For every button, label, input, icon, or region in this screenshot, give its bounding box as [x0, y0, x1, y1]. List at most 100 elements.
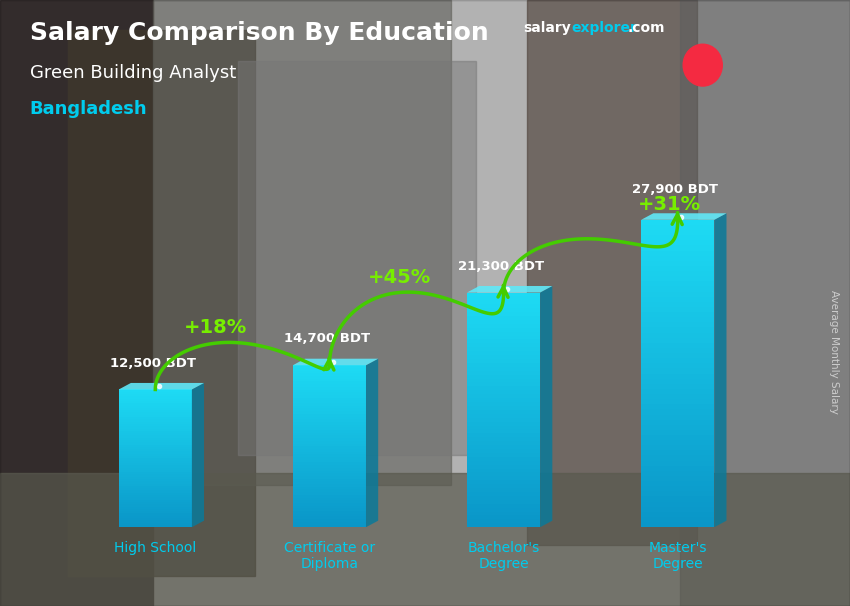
Bar	[293, 441, 366, 444]
Bar	[467, 351, 540, 355]
Text: 21,300 BDT: 21,300 BDT	[458, 260, 544, 273]
Polygon shape	[366, 359, 378, 527]
Bar	[119, 525, 192, 527]
Bar	[119, 509, 192, 511]
Bar	[641, 230, 714, 235]
Bar	[293, 479, 366, 481]
Bar	[119, 413, 192, 415]
Bar	[467, 339, 540, 344]
Bar	[641, 425, 714, 430]
Bar	[641, 507, 714, 512]
Bar	[641, 322, 714, 327]
Text: +31%: +31%	[638, 195, 700, 215]
Polygon shape	[293, 359, 378, 365]
Bar	[119, 504, 192, 507]
Circle shape	[683, 44, 722, 86]
Bar	[293, 462, 366, 465]
Bar	[641, 399, 714, 404]
Bar	[293, 408, 366, 411]
Bar	[119, 502, 192, 504]
Bar	[119, 405, 192, 408]
Bar	[641, 307, 714, 312]
Bar	[119, 422, 192, 424]
Bar	[119, 442, 192, 445]
Bar	[641, 261, 714, 266]
Bar	[467, 336, 540, 339]
Bar	[293, 365, 366, 368]
Bar	[119, 516, 192, 518]
Bar	[641, 430, 714, 435]
Bar	[467, 438, 540, 441]
Bar	[0, 0, 153, 606]
Bar	[238, 61, 476, 455]
Bar	[467, 449, 540, 453]
Bar	[119, 447, 192, 449]
Bar	[641, 302, 714, 307]
Bar	[293, 465, 366, 468]
Text: +45%: +45%	[368, 268, 432, 287]
Bar	[293, 392, 366, 395]
Bar	[641, 312, 714, 317]
Bar	[641, 502, 714, 507]
Bar	[467, 524, 540, 527]
Bar	[467, 359, 540, 363]
Bar	[641, 476, 714, 481]
Bar	[641, 358, 714, 363]
Bar	[467, 296, 540, 301]
Bar	[293, 379, 366, 381]
Bar	[293, 449, 366, 451]
Bar	[119, 518, 192, 521]
Polygon shape	[714, 213, 727, 527]
Bar	[119, 435, 192, 438]
Bar	[119, 449, 192, 451]
Bar	[641, 271, 714, 276]
Bar	[293, 430, 366, 433]
Bar	[641, 415, 714, 419]
Bar	[119, 481, 192, 484]
Bar	[527, 0, 697, 545]
Bar	[641, 327, 714, 333]
Bar	[293, 416, 366, 419]
Bar	[467, 453, 540, 457]
Text: salary: salary	[523, 21, 570, 35]
Bar	[641, 241, 714, 245]
Bar	[467, 492, 540, 496]
Bar	[293, 519, 366, 522]
Bar	[119, 474, 192, 477]
Bar	[119, 511, 192, 513]
Bar	[119, 513, 192, 516]
Bar	[119, 490, 192, 493]
Bar	[119, 445, 192, 447]
Bar	[119, 390, 192, 392]
Bar	[119, 415, 192, 417]
Bar	[293, 500, 366, 503]
Bar	[641, 486, 714, 491]
Bar	[293, 390, 366, 392]
Bar	[293, 470, 366, 473]
Bar	[467, 347, 540, 351]
Bar	[641, 389, 714, 394]
Bar	[467, 511, 540, 516]
Bar	[467, 367, 540, 371]
Bar	[293, 403, 366, 406]
Bar	[467, 293, 540, 296]
Bar	[293, 436, 366, 438]
Bar	[467, 476, 540, 481]
Bar	[467, 422, 540, 425]
Bar	[119, 438, 192, 440]
Bar	[119, 401, 192, 403]
Polygon shape	[540, 286, 552, 527]
Bar	[119, 431, 192, 433]
Bar	[293, 487, 366, 490]
Bar	[467, 344, 540, 347]
Bar	[293, 498, 366, 500]
Bar	[641, 496, 714, 502]
Bar	[641, 348, 714, 353]
Bar	[641, 317, 714, 322]
Polygon shape	[467, 286, 552, 293]
Bar	[119, 456, 192, 458]
Bar	[641, 445, 714, 450]
Bar	[119, 454, 192, 456]
Bar	[293, 451, 366, 454]
Bar	[641, 517, 714, 522]
